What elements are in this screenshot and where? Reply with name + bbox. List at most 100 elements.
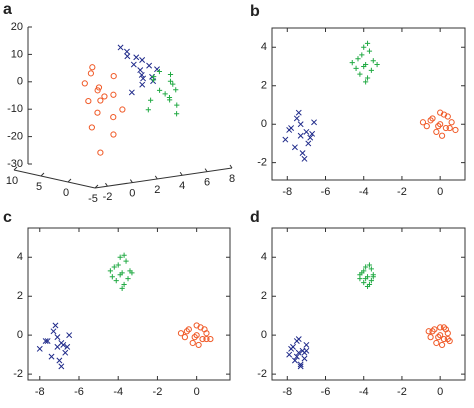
point (117, 254, 123, 260)
point (444, 113, 451, 120)
z-tick-label: 10 (11, 48, 23, 60)
point (355, 56, 361, 62)
point (437, 324, 444, 331)
point (139, 57, 146, 63)
x-tick-label: -2 (103, 191, 113, 203)
point (363, 264, 369, 270)
panel-label: a (3, 1, 12, 18)
point (117, 272, 123, 278)
point (438, 132, 446, 139)
point (101, 93, 108, 100)
point (207, 335, 214, 343)
point (110, 114, 117, 121)
panel-label: d (250, 209, 260, 226)
z-tick-label: -20 (7, 131, 23, 143)
point (66, 332, 73, 339)
point (139, 81, 146, 88)
point (121, 252, 127, 258)
y-tick-label: 5 (36, 181, 42, 193)
point (370, 58, 376, 64)
point (89, 64, 96, 71)
x-tick-label: -4 (359, 186, 369, 198)
point (437, 332, 444, 339)
point (170, 81, 176, 87)
y-tick-label: 4 (261, 41, 267, 53)
y-tick-label: 4 (17, 251, 23, 263)
y-tick-label: -2 (257, 368, 267, 380)
x-tick-label: -4 (359, 386, 369, 398)
point (174, 111, 180, 117)
point (58, 363, 65, 370)
point (181, 334, 188, 341)
point (309, 130, 316, 137)
point (183, 328, 190, 335)
point (293, 353, 300, 360)
point (435, 123, 442, 130)
point (297, 121, 304, 128)
point (87, 70, 95, 77)
point (125, 276, 131, 282)
x-tick-label: -6 (321, 186, 331, 198)
y-tick (94, 184, 99, 189)
point (361, 279, 367, 286)
point (361, 44, 367, 50)
axes-frame (271, 227, 466, 381)
point (301, 155, 308, 162)
point (110, 91, 117, 98)
point (429, 328, 436, 335)
axes-frame (271, 27, 466, 181)
point (42, 338, 49, 344)
y-tick-label: -2 (13, 368, 23, 380)
point (128, 89, 135, 96)
point (297, 132, 304, 139)
point (95, 84, 103, 91)
x-tick-label: -8 (282, 386, 292, 398)
x-tick-label: -8 (35, 386, 45, 398)
point (363, 79, 369, 85)
y-axis (13, 169, 96, 189)
point (137, 67, 144, 74)
point (291, 357, 298, 364)
y-tick-label: 0 (261, 118, 267, 130)
point (353, 65, 359, 72)
point (64, 343, 71, 350)
point (433, 339, 440, 347)
point (303, 341, 310, 348)
point (368, 67, 374, 73)
x-tick (154, 175, 158, 180)
y-tick (13, 166, 18, 171)
y-tick-label: 0 (63, 187, 69, 199)
point (311, 119, 317, 126)
y-tick-label: 10 (6, 175, 18, 187)
z-tick-label: 20 (11, 21, 23, 33)
point (446, 337, 453, 345)
point (177, 330, 185, 337)
point (148, 97, 154, 103)
point (193, 332, 200, 339)
point (191, 334, 198, 341)
point (129, 270, 135, 276)
point (368, 266, 374, 272)
x-tick-label: -8 (282, 186, 292, 198)
point (427, 117, 434, 124)
point (423, 123, 430, 130)
point (185, 326, 192, 333)
x-tick-label: 0 (194, 386, 200, 398)
x-tick-label: 8 (229, 173, 235, 185)
x-tick-label: -2 (397, 186, 407, 198)
point (437, 109, 444, 116)
point (361, 268, 367, 274)
point (60, 341, 67, 348)
z-tick-label: 0 (17, 76, 23, 88)
point (115, 262, 121, 268)
point (97, 149, 104, 156)
point (151, 74, 157, 80)
y-tick-label: 0 (261, 329, 267, 341)
point (425, 328, 432, 335)
point (374, 61, 380, 68)
point (437, 121, 444, 128)
point (97, 97, 104, 104)
x-tick-label: 0 (437, 386, 443, 398)
point (199, 335, 206, 343)
point (173, 87, 179, 93)
